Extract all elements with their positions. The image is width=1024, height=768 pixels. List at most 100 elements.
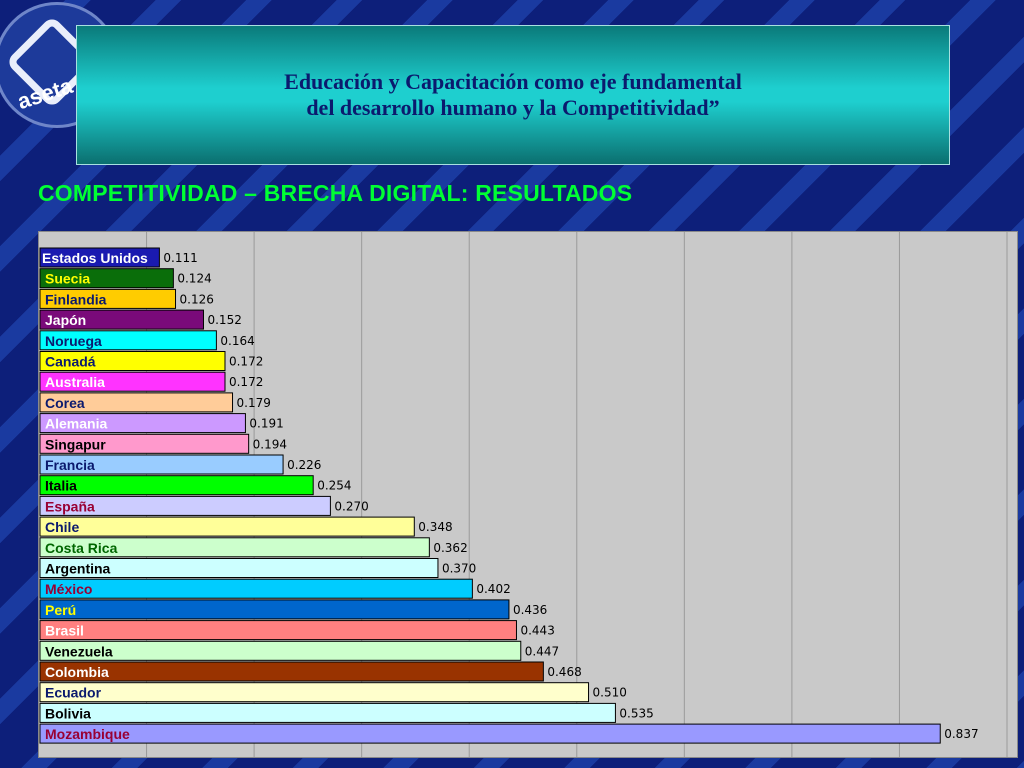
bar [39, 268, 174, 289]
value-label: 0.270 [334, 499, 368, 513]
category-label: Bolivia [45, 705, 91, 721]
bar [39, 475, 314, 496]
category-label: Francia [45, 457, 95, 473]
bar-group: Estados Unidos 0.111 [39, 247, 198, 268]
bar [39, 578, 473, 599]
bar-group: Suecia 0.124 [39, 268, 212, 289]
bar [39, 702, 616, 723]
category-label: Noruega [45, 333, 102, 349]
slide-title: Educación y Capacitación como eje fundam… [284, 69, 742, 121]
bar [39, 599, 510, 620]
value-label: 0.126 [180, 292, 214, 306]
chart-subtitle: COMPETITIVIDAD – BRECHA DIGITAL: RESULTA… [38, 180, 633, 206]
value-label: 0.468 [547, 665, 581, 679]
bar [39, 516, 415, 537]
bar [39, 537, 430, 558]
category-label: Suecia [45, 271, 90, 287]
bar-group: Perú 0.436 [39, 599, 547, 620]
bar-group: Singapur 0.194 [39, 433, 287, 454]
bar-group: Venezuela 0.447 [39, 640, 559, 661]
bar-group: Colombia 0.468 [39, 661, 582, 682]
bar [39, 723, 941, 744]
bar [39, 371, 226, 392]
value-label: 0.443 [520, 624, 554, 638]
bar-group: Italia 0.254 [39, 475, 352, 496]
value-label: 0.510 [593, 686, 627, 700]
bar-group: Noruega 0.164 [39, 330, 255, 351]
bar-group: Mozambique 0.837 [39, 723, 979, 744]
bar [39, 661, 544, 682]
category-label: Canadá [45, 354, 96, 370]
value-label: 0.837 [944, 727, 978, 741]
category-label: Australia [45, 374, 105, 390]
bar-group: Brasil 0.443 [39, 620, 555, 641]
value-label: 0.402 [476, 582, 510, 596]
value-label: 0.191 [249, 417, 283, 431]
title-line-2: del desarrollo humano y la Competitivida… [306, 95, 720, 120]
category-label: Finlandia [45, 291, 107, 307]
title-line-1: Educación y Capacitación como eje fundam… [284, 69, 742, 94]
bar-group: Ecuador 0.510 [39, 682, 627, 703]
bar [39, 351, 226, 371]
plot-area: Estados Unidos 0.111 Suecia 0.124 Finlandia 0… [38, 231, 1018, 758]
bar [39, 433, 250, 454]
category-label: Corea [45, 395, 85, 411]
value-label: 0.436 [513, 603, 547, 617]
value-label: 0.172 [229, 355, 263, 369]
bar-group: Francia 0.226 [39, 454, 321, 475]
value-label: 0.124 [177, 272, 211, 286]
value-label: 0.179 [237, 396, 271, 410]
bar [39, 682, 590, 703]
category-label: Estados Unidos [42, 250, 148, 266]
value-label: 0.194 [253, 437, 287, 451]
category-label: Perú [45, 602, 76, 618]
bar [39, 454, 284, 475]
bar [39, 247, 160, 268]
value-label: 0.370 [442, 562, 476, 576]
value-label: 0.226 [287, 458, 321, 472]
value-label: 0.254 [317, 479, 351, 493]
category-label: Ecuador [45, 685, 102, 701]
bar-group: Finlandia 0.126 [39, 288, 214, 309]
category-label: Chile [45, 519, 79, 535]
category-label: Alemania [45, 416, 107, 432]
bar [39, 309, 204, 330]
category-label: Singapur [45, 436, 106, 452]
bar-group: Corea 0.179 [39, 392, 271, 413]
category-label: Japón [45, 312, 86, 328]
category-label: Italia [45, 478, 77, 494]
bar-group: Japón 0.152 [39, 309, 242, 330]
value-label: 0.348 [418, 520, 452, 534]
value-label: 0.172 [229, 375, 263, 389]
bar [39, 288, 177, 309]
bar-group: Costa Rica 0.362 [39, 537, 468, 558]
value-label: 0.362 [433, 541, 467, 555]
bar [39, 392, 234, 413]
category-label: Venezuela [45, 643, 113, 659]
bar-group: Australia 0.172 [39, 371, 263, 392]
value-label: 0.535 [619, 706, 653, 720]
bar-group: Alemania 0.191 [39, 413, 284, 434]
bar-group: México 0.402 [39, 578, 511, 599]
bar-group: Chile 0.348 [39, 516, 453, 537]
bar [39, 495, 331, 516]
category-label: Mozambique [45, 726, 130, 742]
bar-group: Argentina 0.370 [39, 558, 476, 578]
category-label: Colombia [45, 664, 109, 680]
value-label: 0.152 [207, 313, 241, 327]
bar [39, 620, 517, 641]
category-label: Argentina [45, 561, 111, 577]
category-label: Brasil [45, 623, 84, 639]
bar [39, 330, 217, 351]
bar-group: Bolivia 0.535 [39, 702, 654, 723]
bar-group: Canadá 0.172 [39, 351, 263, 371]
value-label: 0.164 [220, 334, 254, 348]
value-label: 0.111 [163, 251, 197, 265]
value-label: 0.447 [525, 644, 559, 658]
bar-chart: Estados Unidos 0.111 Suecia 0.124 Finlandia 0… [39, 232, 1008, 757]
title-banner: Educación y Capacitación como eje fundam… [76, 25, 950, 165]
bar [39, 558, 439, 578]
category-label: México [45, 581, 92, 597]
bar [39, 640, 522, 661]
bar-group: España 0.270 [39, 495, 369, 516]
